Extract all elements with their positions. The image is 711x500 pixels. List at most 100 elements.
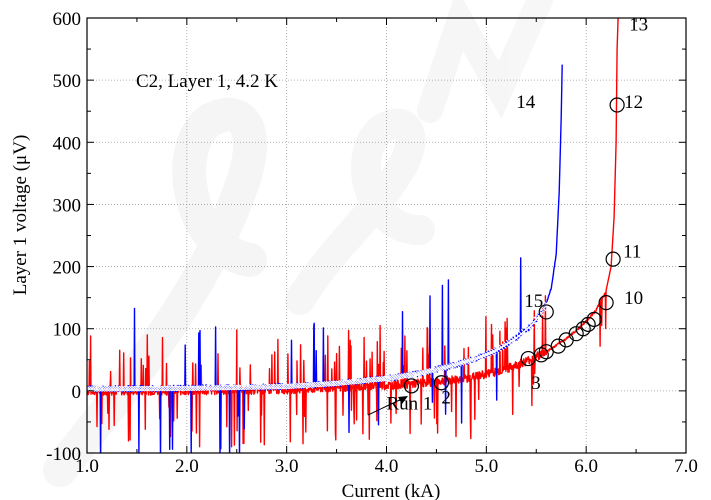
run-marker <box>533 347 549 363</box>
x-marker <box>191 385 198 392</box>
x-marker <box>141 385 148 392</box>
x-tick-label: 2.0 <box>175 456 199 477</box>
x-marker <box>243 384 250 391</box>
run-label: 13 <box>629 14 648 35</box>
x-marker <box>181 385 188 392</box>
x-marker <box>238 384 245 391</box>
x-marker <box>193 385 200 392</box>
x-marker <box>168 385 175 392</box>
x-marker <box>171 385 178 392</box>
x-marker <box>134 385 140 392</box>
x-marker <box>221 384 228 391</box>
run-marker <box>580 316 596 332</box>
x-marker <box>271 383 278 390</box>
run-label: 3 <box>531 373 541 394</box>
x-marker <box>218 384 225 391</box>
run-label: 14 <box>516 92 536 113</box>
y-tick-label: 600 <box>53 9 82 30</box>
marker-layer <box>403 97 625 394</box>
run-marker <box>586 311 602 327</box>
x-marker <box>276 383 283 390</box>
x-tick-label: 7.0 <box>674 456 698 477</box>
x-marker <box>161 385 168 392</box>
run-marker <box>550 338 566 354</box>
x-marker <box>263 383 270 390</box>
x-marker <box>216 384 223 391</box>
y-axis-title: Layer 1 voltage (μV) <box>10 135 31 296</box>
x-marker <box>248 384 255 391</box>
x-marker <box>236 384 243 391</box>
x-marker <box>213 384 220 391</box>
run-label: 12 <box>624 92 643 113</box>
x-marker <box>139 385 145 392</box>
x-marker <box>273 383 280 390</box>
x-marker <box>119 385 125 392</box>
x-marker <box>129 385 135 392</box>
x-marker <box>158 385 165 392</box>
x-marker <box>126 385 133 392</box>
x-tick-label: 1.0 <box>75 456 99 477</box>
x-marker <box>208 385 215 391</box>
run-label: Run 1 <box>387 394 433 415</box>
chart-subtitle: C2, Layer 1, 4.2 K <box>136 71 278 92</box>
x-marker <box>228 384 235 391</box>
y-tick-label: -100 <box>46 444 81 465</box>
x-marker <box>111 385 118 392</box>
x-marker <box>211 384 218 391</box>
x-marker <box>203 385 210 391</box>
x-marker <box>136 385 143 392</box>
run1-arrowhead <box>398 396 408 404</box>
annotations: Run 1 2 3 10 11 12 13 14 15 <box>387 14 649 414</box>
x-tick-labels: 1.0 2.0 3.0 4.0 5.0 6.0 7.0 <box>75 456 698 477</box>
x-marker <box>178 385 185 392</box>
run-marker <box>609 97 625 113</box>
x-tick-label: 3.0 <box>275 456 299 477</box>
x-marker <box>153 385 160 392</box>
x-marker <box>183 385 190 392</box>
x-marker <box>99 386 105 392</box>
x-axis-title: Current (kA) <box>342 481 441 500</box>
x-marker <box>176 385 183 392</box>
x-marker <box>241 384 248 391</box>
x-marker <box>124 385 130 392</box>
run-marker <box>575 321 591 337</box>
x-marker <box>223 384 230 391</box>
y-tick-label: 0 <box>72 382 82 403</box>
x-marker <box>258 384 265 390</box>
x-marker <box>121 385 128 392</box>
run-label: 11 <box>623 241 641 262</box>
x-tick-label: 6.0 <box>574 456 598 477</box>
run-label: 15 <box>524 291 543 312</box>
x-marker <box>188 385 195 392</box>
x-marker <box>198 385 205 391</box>
x-marker <box>131 385 138 392</box>
x-marker <box>146 385 153 392</box>
y-tick-label: 500 <box>53 71 82 92</box>
x-marker <box>163 385 170 392</box>
x-marker <box>251 384 258 391</box>
y-tick-label: 400 <box>53 133 82 154</box>
x-marker <box>261 384 268 390</box>
run1-arrow <box>367 396 407 416</box>
x-marker <box>94 386 100 392</box>
run-label: 10 <box>624 288 643 309</box>
run-marker <box>538 304 554 320</box>
series-line-red <box>87 18 619 448</box>
x-marker <box>144 385 150 392</box>
x-marker <box>233 384 240 391</box>
run-label: 2 <box>441 387 451 408</box>
x-marker <box>201 385 208 391</box>
x-marker <box>253 384 260 390</box>
x-marker <box>268 383 275 390</box>
plot-frame <box>86 17 687 454</box>
run-marker <box>403 378 420 394</box>
x-marker <box>256 384 263 390</box>
x-marker <box>281 383 288 390</box>
watermark <box>43 0 553 487</box>
x-marker <box>226 384 233 391</box>
y-tick-label: 300 <box>53 195 82 216</box>
run-marker <box>605 251 621 267</box>
y-tick-labels: -100 0 100 200 300 400 500 600 <box>46 9 81 465</box>
y-tick-label: 100 <box>53 320 82 341</box>
